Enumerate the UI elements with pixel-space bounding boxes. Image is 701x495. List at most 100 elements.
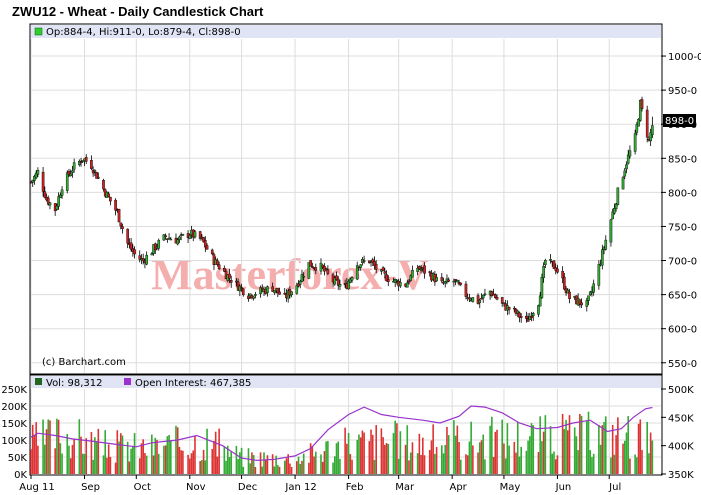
- candle-body: [542, 265, 545, 279]
- oi-tick-label: 450K: [668, 413, 694, 424]
- volume-bar: [204, 460, 207, 474]
- candle-body: [405, 282, 409, 288]
- candle-body: [126, 228, 129, 244]
- candle-body: [544, 259, 547, 265]
- candle-body: [649, 132, 652, 142]
- candle-body: [283, 292, 287, 295]
- volume-bar: [242, 466, 245, 474]
- candle-body: [60, 189, 64, 196]
- volume-bar: [518, 456, 521, 474]
- volume-bar: [130, 448, 132, 474]
- volume-bar: [190, 453, 193, 474]
- candle-body: [121, 226, 124, 229]
- volume-bar: [202, 449, 205, 474]
- volume-bar: [211, 449, 214, 474]
- volume-bar: [529, 436, 531, 474]
- candle-body: [273, 290, 276, 293]
- volume-bar: [271, 454, 274, 474]
- volume-bar: [406, 425, 409, 474]
- volume-bar: [484, 459, 486, 474]
- volume-bar: [382, 437, 384, 474]
- ohlc-legend-swatch: [34, 27, 43, 36]
- candle-body: [440, 277, 444, 282]
- volume-bar: [430, 440, 433, 474]
- candle-body: [518, 312, 521, 318]
- x-tick-label: Feb: [346, 482, 364, 493]
- volume-bar: [296, 461, 298, 474]
- volume-bar: [59, 443, 62, 474]
- candle-body: [516, 310, 520, 314]
- volume-bar: [585, 420, 588, 474]
- volume-bar: [346, 443, 348, 474]
- volume-bar: [610, 457, 612, 474]
- volume-bar: [73, 438, 75, 474]
- candle-body: [229, 280, 233, 283]
- volume-bar: [138, 458, 141, 474]
- volume-bar: [225, 460, 227, 474]
- volume-bar: [617, 417, 619, 474]
- candle-body: [395, 280, 399, 282]
- open-interest-legend-text: Open Interest: 467,385: [135, 378, 251, 389]
- candle-body: [278, 291, 281, 295]
- volume-bar: [168, 434, 170, 474]
- candle-body: [495, 297, 499, 300]
- volume-bar: [563, 429, 566, 474]
- volume-bar: [466, 455, 469, 474]
- candle-body: [266, 286, 269, 293]
- volume-bar: [573, 427, 576, 474]
- volume-tick-label: 250K: [1, 385, 27, 396]
- volume-bar: [192, 450, 195, 474]
- candle-body: [67, 171, 71, 175]
- volume-bar: [42, 419, 44, 474]
- price-tick-label: 700-0: [668, 257, 697, 268]
- candle-body: [34, 172, 38, 179]
- candle-body: [616, 187, 620, 205]
- candle-body: [633, 133, 637, 152]
- volume-bar: [446, 426, 448, 474]
- candle-body: [452, 280, 456, 283]
- volume-bar: [349, 454, 352, 474]
- candle-body: [561, 271, 564, 279]
- volume-bar: [223, 446, 226, 474]
- candle-body: [223, 267, 226, 272]
- volume-bar: [351, 459, 353, 474]
- volume-bar: [629, 458, 631, 474]
- volume-bar: [163, 445, 165, 474]
- candle-body: [240, 287, 243, 289]
- price-tick-label: 800-0: [668, 188, 697, 199]
- volume-bar: [515, 452, 517, 474]
- x-tick-label: Apr: [449, 482, 467, 493]
- candle-body: [145, 254, 148, 265]
- volume-bar: [218, 428, 220, 474]
- ohlc-legend-text: Op:884-4, Hi:911-0, Lo:879-4, Cl:898-0: [46, 27, 241, 38]
- volume-bar: [116, 430, 119, 474]
- x-tick-label: Oct: [134, 482, 151, 493]
- volume-bar: [492, 457, 495, 474]
- volume-bar: [396, 423, 398, 474]
- candle-body: [162, 234, 166, 241]
- volume-bar: [527, 440, 529, 474]
- volume-bar: [384, 444, 386, 474]
- candle-body: [254, 294, 257, 296]
- volume-bar: [128, 461, 131, 474]
- volume-bar: [549, 426, 552, 474]
- price-tick-label: 750-0: [668, 222, 697, 233]
- candle-body: [374, 263, 378, 270]
- price-header-band: [31, 25, 661, 38]
- candle-body: [490, 291, 494, 296]
- volume-bar: [513, 441, 516, 474]
- candle-body: [176, 239, 180, 245]
- volume-bar: [532, 425, 535, 474]
- volume-bar: [97, 428, 100, 474]
- candle-body: [228, 273, 231, 279]
- volume-bar: [613, 454, 616, 474]
- volume-bar: [133, 433, 136, 474]
- volume-bar: [359, 437, 362, 474]
- candle-body: [97, 176, 100, 179]
- oi-tick-label: 500K: [668, 385, 694, 396]
- candle-body: [250, 295, 254, 298]
- volume-bar: [85, 438, 88, 474]
- volume-bar: [275, 455, 277, 474]
- candle-body: [362, 260, 366, 262]
